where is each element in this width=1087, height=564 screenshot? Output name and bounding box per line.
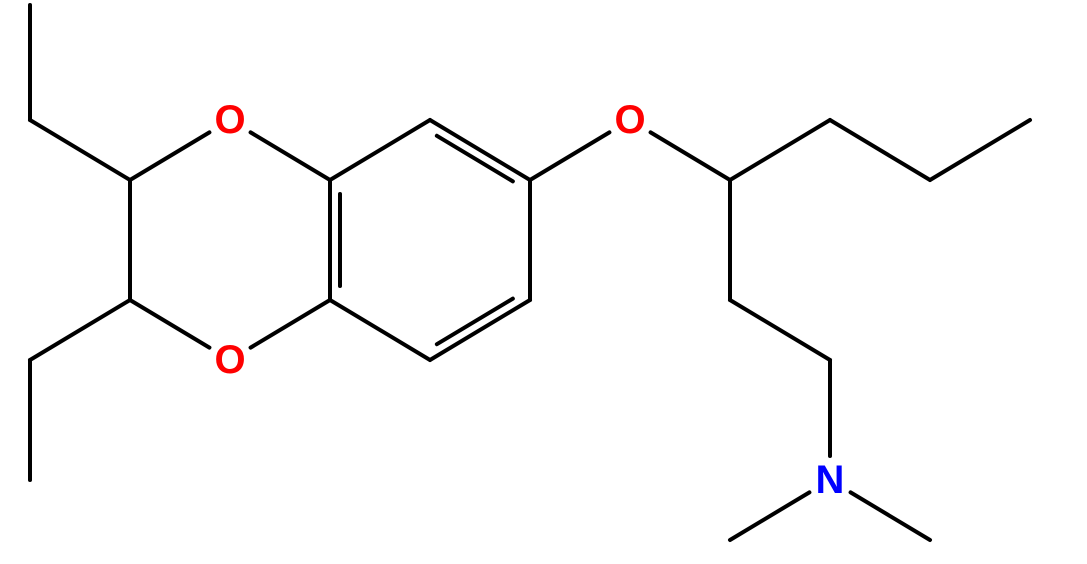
atom-label-o: O xyxy=(614,98,645,142)
bond xyxy=(830,120,930,180)
bond xyxy=(330,300,430,360)
bond xyxy=(930,120,1030,180)
bond xyxy=(130,300,209,348)
bond xyxy=(30,300,130,360)
bond xyxy=(437,136,513,182)
bond xyxy=(730,120,830,180)
bond xyxy=(251,300,330,348)
bond xyxy=(651,132,730,180)
bond xyxy=(730,300,830,360)
bond xyxy=(130,132,209,180)
bond xyxy=(430,120,530,180)
bond xyxy=(730,492,809,540)
bond xyxy=(430,300,530,360)
atom-label-o: O xyxy=(214,338,245,382)
molecule-diagram: O O O N xyxy=(0,0,1087,564)
bond xyxy=(437,299,513,345)
bond xyxy=(251,132,330,180)
bond xyxy=(851,492,930,540)
bond xyxy=(330,120,430,180)
atom-label-o: O xyxy=(214,98,245,142)
bond xyxy=(530,132,609,180)
bond xyxy=(30,120,130,180)
atom-label-n: N xyxy=(816,458,845,502)
